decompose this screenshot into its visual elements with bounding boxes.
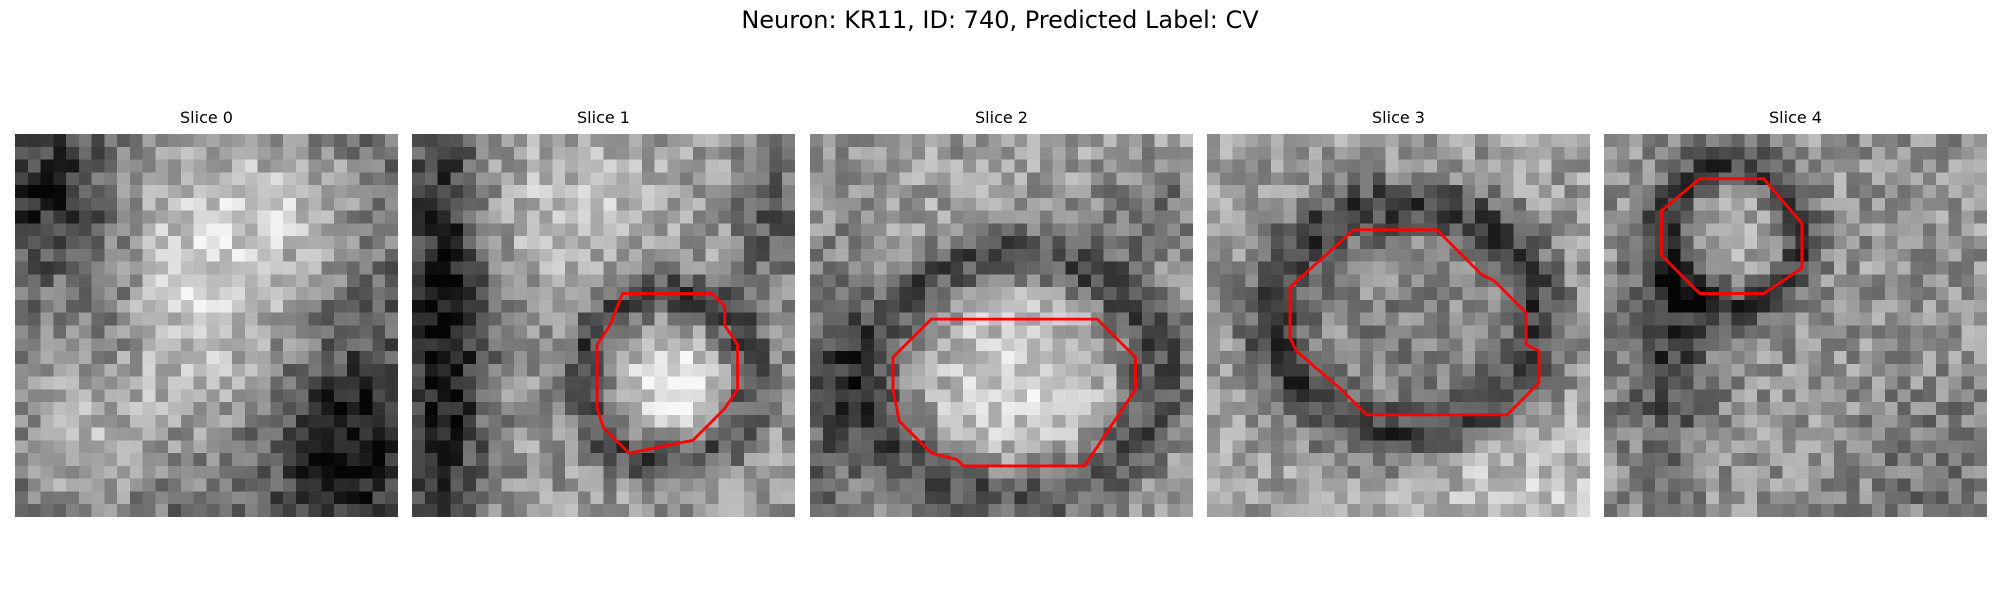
image-pixels bbox=[1207, 134, 1590, 517]
slice-title-2: Slice 2 bbox=[975, 108, 1028, 127]
image-pixels bbox=[810, 134, 1193, 517]
slice-image-2 bbox=[810, 134, 1193, 517]
slice-title-1: Slice 1 bbox=[577, 108, 630, 127]
slice-image-0 bbox=[15, 134, 398, 517]
slice-title-4: Slice 4 bbox=[1769, 108, 1822, 127]
roi-contour bbox=[595, 292, 739, 455]
slice-image-3 bbox=[1207, 134, 1590, 517]
image-pixels bbox=[1604, 134, 1987, 517]
figure-title: Neuron: KR11, ID: 740, Predicted Label: … bbox=[741, 6, 1259, 34]
slice-title-0: Slice 0 bbox=[180, 108, 233, 127]
slice-title-3: Slice 3 bbox=[1372, 108, 1425, 127]
roi-contour bbox=[1288, 228, 1541, 417]
slice-image-4 bbox=[1604, 134, 1987, 517]
slice-image-1 bbox=[412, 134, 795, 517]
image-pixels bbox=[15, 134, 398, 517]
roi-contour bbox=[1660, 177, 1804, 295]
roi-contour bbox=[891, 317, 1137, 468]
image-pixels bbox=[412, 134, 795, 517]
